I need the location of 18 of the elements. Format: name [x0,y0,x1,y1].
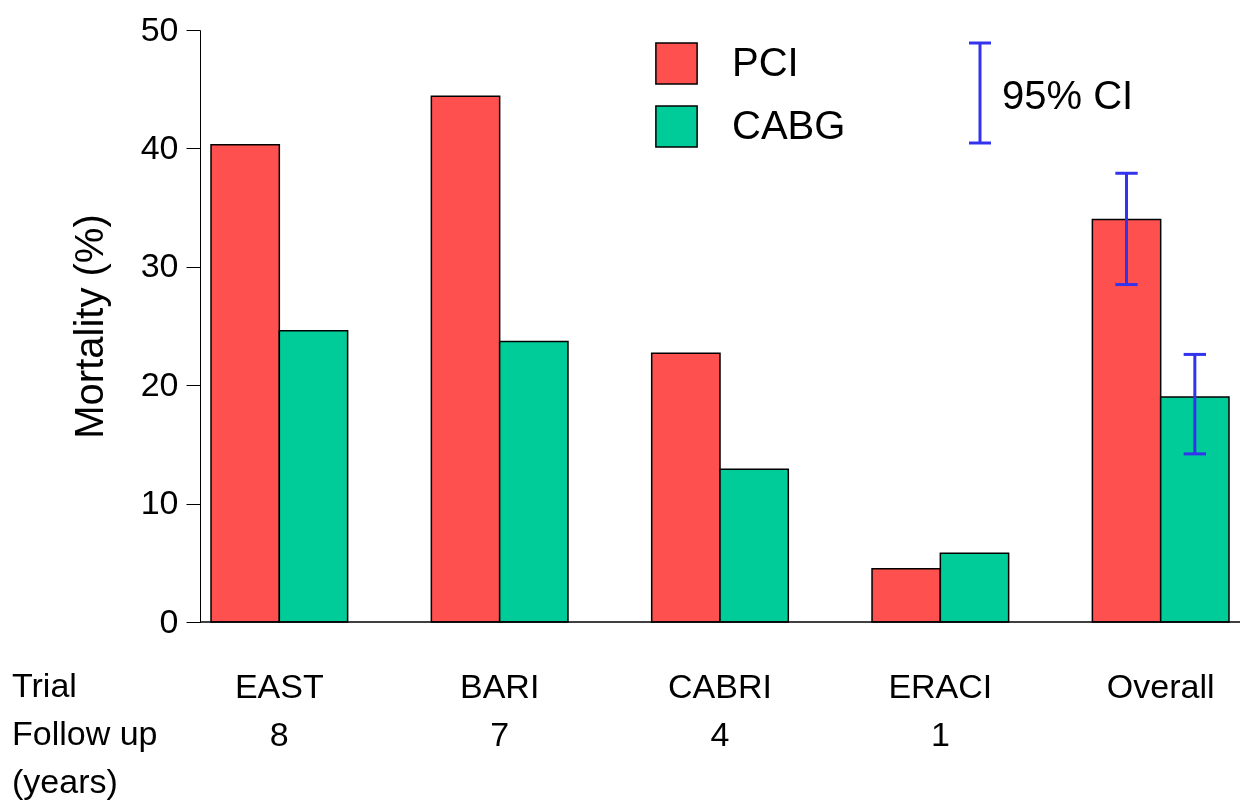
legend-label: CABG [732,102,846,147]
y-tick-label: 0 [159,601,179,640]
y-tick-label: 10 [140,483,179,522]
x-tick-label: Overall [1106,666,1215,705]
y-axis-title: Mortality (%) [66,214,111,439]
legend-label: PCI [732,39,799,84]
y-tick-label: 50 [140,9,179,48]
y-tick-label: 30 [140,246,179,285]
text: (years) [12,762,118,800]
x-tick-label: EAST 8 [234,666,324,753]
y-tick-label: 40 [140,127,179,166]
text: Follow up [12,714,158,752]
x-tick-label: ERACI 1 [888,666,993,753]
x-tick-label: BARI 7 [459,666,540,753]
x-tick-label: CABRI 4 [668,666,772,753]
y-tick-label: 20 [140,364,179,403]
annotation: 95% CI [1002,73,1134,117]
text: Trial [12,666,77,704]
